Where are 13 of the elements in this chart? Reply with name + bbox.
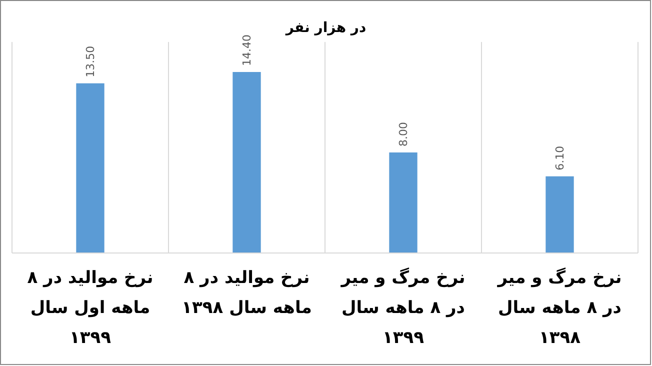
- data-label: 6.10: [554, 146, 567, 170]
- bar: [232, 72, 261, 253]
- x-tick-label: نرخ مرگ و میر در ۸ ماهه سال ۱۳۹۸: [496, 267, 622, 348]
- data-label: 8.00: [397, 122, 410, 146]
- x-tick-label: نرخ موالید در ۸ ماهه سال ۱۳۹۸: [182, 268, 312, 318]
- bar: [389, 152, 418, 253]
- data-label: 14.40: [240, 34, 254, 66]
- data-label: 13.50: [84, 46, 98, 78]
- x-tick-label: نرخ موالید در ۸ ماهه اول سال ۱۳۹۹: [27, 268, 154, 348]
- x-tick-label: نرخ مرگ و میر در ۸ ماهه سال ۱۳۹۹: [340, 267, 466, 348]
- chart-title: در هزار نفر: [284, 20, 366, 36]
- bar: [76, 83, 104, 253]
- bar: [546, 176, 574, 253]
